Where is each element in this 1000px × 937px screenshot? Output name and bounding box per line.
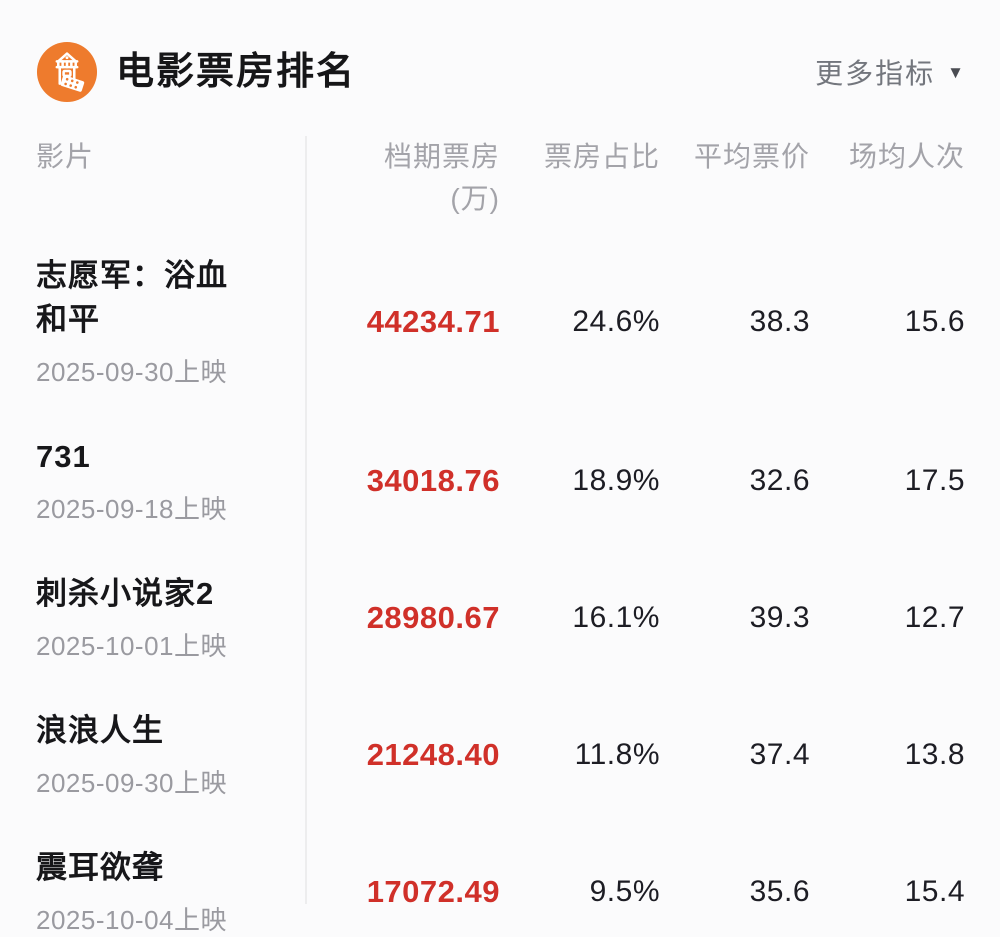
table-row[interactable]: 震耳欲聋 2025-10-04上映 17072.49 9.5% 35.6 15.4: [0, 846, 1000, 937]
page-title: 电影票房排名: [116, 51, 357, 93]
column-header-share: 票房占比: [543, 141, 660, 172]
release-date: 2025-10-01上映: [36, 631, 227, 661]
gross-value: 44234.71: [366, 303, 500, 339]
table-row[interactable]: 刺杀小说家2 2025-10-01上映 28980.67 16.1% 39.3 12.7: [0, 572, 1000, 663]
gross-value: 34018.76: [366, 462, 500, 498]
movie-theater-beacon-icon: [36, 41, 98, 103]
table-header-row: 影片 档期票房 (万) 票房占比 平均票价 场均人次: [0, 136, 1000, 220]
avg-price-value: 38.3: [749, 304, 810, 338]
film-cell: 刺杀小说家2 2025-10-01上映: [0, 572, 305, 663]
column-header-gross-unit: (万): [450, 183, 500, 214]
release-date: 2025-09-30上映: [36, 357, 227, 387]
film-cell: 浪浪人生 2025-09-30上映: [0, 709, 305, 800]
share-value: 24.6%: [572, 304, 660, 338]
card-header: 电影票房排名 更多指标 ▼: [0, 40, 1000, 104]
film-cell: 志愿军：浴血和平 2025-09-30上映: [0, 254, 305, 389]
avg-attendance-value: 13.8: [904, 737, 965, 771]
avg-price-value: 35.6: [749, 874, 810, 908]
release-date: 2025-10-04上映: [36, 905, 227, 935]
release-date: 2025-09-18上映: [36, 494, 227, 524]
chevron-down-icon: ▼: [947, 63, 964, 82]
movie-title: 震耳欲聋: [36, 850, 164, 885]
column-divider: [305, 136, 307, 904]
avg-price-value: 37.4: [749, 737, 810, 771]
column-header-gross: 档期票房 (万): [305, 136, 500, 220]
film-cell: 震耳欲聋 2025-10-04上映: [0, 846, 305, 937]
film-cell: 731 2025-09-18上映: [0, 435, 305, 526]
share-value: 16.1%: [572, 600, 660, 634]
table-row[interactable]: 731 2025-09-18上映 34018.76 18.9% 32.6 17.5: [0, 435, 1000, 526]
avg-attendance-value: 15.6: [904, 304, 965, 338]
table-row[interactable]: 浪浪人生 2025-09-30上映 21248.40 11.8% 37.4 13.8: [0, 709, 1000, 800]
movie-title: 浪浪人生: [36, 713, 164, 748]
column-header-gross-label: 档期票房: [383, 141, 500, 172]
table-body: 志愿军：浴血和平 2025-09-30上映 44234.71 24.6% 38.3 15.…: [0, 254, 1000, 937]
share-value: 9.5%: [589, 874, 660, 908]
avg-attendance-value: 17.5: [904, 463, 965, 497]
movie-title: 刺杀小说家2: [36, 576, 215, 611]
avg-attendance-value: 15.4: [904, 874, 965, 908]
column-header-avg-attendance: 场均人次: [848, 141, 965, 172]
table-row[interactable]: 志愿军：浴血和平 2025-09-30上映 44234.71 24.6% 38.3 15.…: [0, 254, 1000, 389]
column-header-avg-price: 平均票价: [693, 141, 810, 172]
avg-attendance-value: 12.7: [904, 600, 965, 634]
release-date: 2025-09-30上映: [36, 768, 227, 798]
gross-value: 28980.67: [366, 599, 500, 635]
more-metrics-label: 更多指标: [815, 58, 936, 89]
share-value: 11.8%: [574, 737, 660, 771]
avg-price-value: 39.3: [749, 600, 810, 634]
gross-value: 21248.40: [366, 736, 500, 772]
gross-value: 17072.49: [366, 873, 500, 909]
avg-price-value: 32.6: [749, 463, 810, 497]
share-value: 18.9%: [572, 463, 660, 497]
movie-title: 志愿军：浴血和平: [36, 258, 228, 337]
more-metrics-button[interactable]: 更多指标 ▼: [815, 52, 964, 92]
column-header-film: 影片: [36, 141, 95, 172]
movie-title: 731: [36, 439, 91, 474]
